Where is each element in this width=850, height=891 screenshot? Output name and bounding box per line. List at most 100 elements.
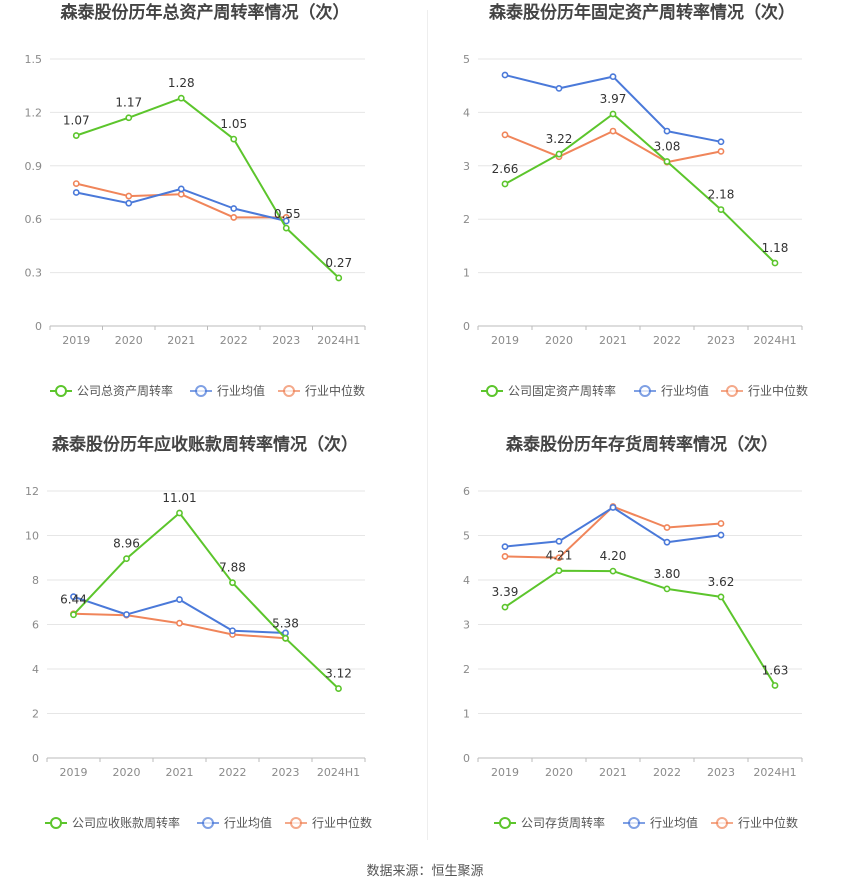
data-point-company[interactable] (123, 555, 130, 563)
y-tick-label: 3 (463, 619, 470, 632)
y-tick-label: 0.9 (25, 160, 43, 173)
data-label: 2.18 (708, 188, 735, 202)
legend-item-avg[interactable]: 行业均值 (190, 383, 265, 398)
data-point-avg[interactable] (663, 538, 671, 546)
data-point-company[interactable] (230, 135, 238, 143)
data-point-avg[interactable] (609, 73, 617, 81)
data-point-avg[interactable] (176, 596, 183, 603)
data-point-company[interactable] (177, 94, 185, 102)
data-point-avg[interactable] (229, 627, 236, 635)
legend-item-company[interactable]: 公司应收账款周转率 (45, 815, 180, 830)
data-point-median[interactable] (555, 554, 563, 562)
data-point-avg[interactable] (70, 593, 77, 601)
data-point-median[interactable] (72, 180, 80, 187)
legend-item-company[interactable]: 公司固定资产周转率 (481, 383, 616, 398)
y-tick-label: 10 (25, 530, 39, 543)
data-point-company[interactable] (501, 180, 509, 188)
data-label: 3.80 (654, 567, 681, 581)
data-point-avg[interactable] (177, 185, 185, 193)
data-point-median[interactable] (609, 127, 617, 135)
data-point-avg[interactable] (72, 189, 80, 196)
chart-title: 森泰股份历年固定资产周转率情况（次） (489, 2, 795, 23)
data-point-avg[interactable] (609, 504, 617, 511)
data-label: 0.27 (325, 256, 352, 270)
data-point-median[interactable] (230, 214, 238, 221)
y-tick-label: 5 (463, 53, 470, 66)
y-tick-label: 2 (463, 213, 470, 226)
data-point-company[interactable] (282, 224, 290, 232)
data-point-company[interactable] (72, 132, 80, 139)
data-label: 1.07 (63, 114, 90, 128)
data-point-median[interactable] (177, 190, 185, 198)
data-point-median[interactable] (125, 192, 133, 200)
legend-item-company[interactable]: 公司存货周转率 (494, 815, 605, 830)
chart-2: 森泰股份历年固定资产周转率情况（次） 0 1 2 3 4 5 2019 2020 2021 2022… (463, 2, 808, 398)
data-point-company[interactable] (717, 206, 725, 213)
data-point-company[interactable] (663, 158, 671, 165)
data-point-company[interactable] (70, 611, 77, 619)
data-point-median[interactable] (501, 131, 509, 139)
legend-item-avg[interactable]: 行业均值 (623, 815, 698, 830)
data-label: 8.96 (113, 537, 140, 551)
series-line-company (504, 569, 776, 687)
x-tick-label: 2019 (491, 766, 519, 779)
legend-item-median[interactable]: 行业中位数 (285, 815, 372, 830)
x-tick-label: 2024H1 (753, 766, 796, 779)
y-tick-label: 0 (32, 752, 39, 765)
data-point-median[interactable] (663, 524, 671, 531)
data-point-company[interactable] (609, 567, 617, 575)
data-point-avg[interactable] (501, 543, 509, 551)
data-point-avg[interactable] (282, 217, 290, 225)
y-tick-label: 0 (35, 320, 42, 333)
data-label: 7.88 (219, 561, 246, 575)
x-tick-label: 2022 (653, 334, 681, 347)
data-point-avg[interactable] (501, 71, 509, 79)
legend-item-median[interactable]: 行业中位数 (278, 383, 365, 398)
data-label: 1.18 (762, 241, 789, 255)
data-point-company[interactable] (229, 579, 236, 587)
data-point-company[interactable] (771, 259, 779, 267)
data-label: 3.08 (654, 140, 681, 154)
x-tick-label: 2022 (219, 766, 247, 779)
data-point-company[interactable] (771, 682, 779, 689)
data-point-median[interactable] (717, 520, 725, 527)
data-point-company[interactable] (501, 603, 509, 611)
legend-swatch-marker (202, 817, 214, 829)
legend-item-median[interactable]: 行业中位数 (721, 383, 808, 398)
data-point-median[interactable] (176, 619, 183, 627)
data-point-company[interactable] (335, 685, 342, 692)
data-point-company[interactable] (176, 509, 183, 517)
data-point-avg[interactable] (125, 199, 133, 207)
data-point-avg[interactable] (555, 537, 563, 545)
data-point-company[interactable] (717, 593, 725, 601)
data-point-company[interactable] (282, 634, 289, 642)
data-point-company[interactable] (555, 567, 563, 575)
data-point-median[interactable] (717, 147, 725, 155)
data-point-company[interactable] (125, 114, 133, 122)
legend-item-avg[interactable]: 行业均值 (634, 383, 709, 398)
data-point-avg[interactable] (717, 531, 725, 539)
data-point-avg[interactable] (717, 138, 725, 146)
data-point-median[interactable] (501, 553, 509, 560)
y-tick-label: 6 (463, 485, 470, 498)
data-point-avg[interactable] (230, 205, 238, 212)
data-point-company[interactable] (663, 585, 671, 593)
data-point-avg[interactable] (555, 84, 563, 92)
data-point-company[interactable] (555, 150, 563, 158)
data-label: 6.44 (60, 593, 87, 607)
data-point-avg[interactable] (282, 629, 289, 637)
vertical-divider (427, 10, 428, 840)
data-point-avg[interactable] (123, 611, 130, 618)
y-tick-label: 0.6 (25, 213, 43, 226)
legend-swatch-marker (726, 385, 738, 397)
legend-item-company[interactable]: 公司总资产周转率 (50, 383, 173, 398)
data-label: 1.17 (115, 96, 142, 110)
data-point-company[interactable] (609, 110, 617, 118)
data-point-company[interactable] (335, 274, 343, 282)
legend-item-median[interactable]: 行业中位数 (711, 815, 798, 830)
data-label: 11.01 (162, 491, 196, 505)
y-tick-label: 1 (463, 708, 470, 721)
legend-item-avg[interactable]: 行业均值 (197, 815, 272, 830)
x-tick-label: 2022 (653, 766, 681, 779)
data-point-avg[interactable] (663, 127, 671, 135)
